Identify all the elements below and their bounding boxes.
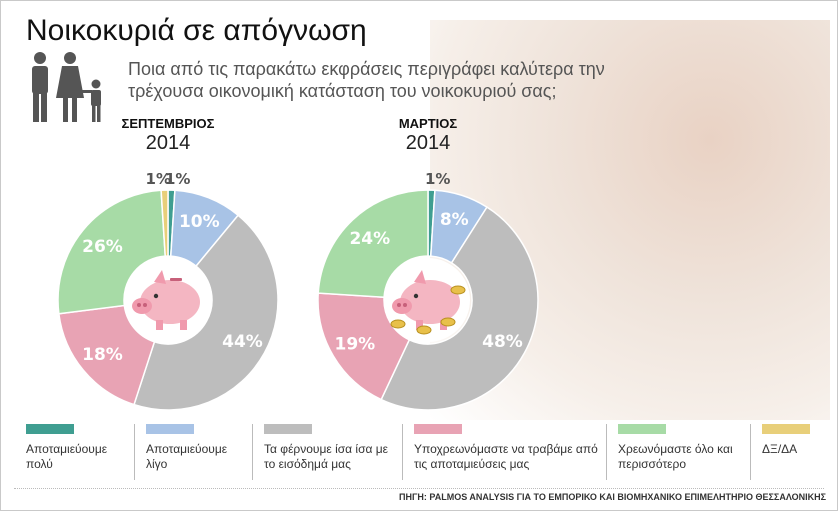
legend-swatch bbox=[264, 424, 312, 434]
pie-march: ΜΑΡΤΙΟΣ 2014 1% 8% 48% 19% 24% bbox=[308, 108, 548, 428]
donut-chart-september: 1% 10% 44% 18% 26% 1% bbox=[57, 170, 279, 411]
pie-month-label: ΜΑΡΤΙΟΣ bbox=[398, 116, 458, 131]
legend-swatch bbox=[414, 424, 462, 434]
slice-label: 44% bbox=[222, 332, 263, 352]
page-title: Νοικοκυριά σε απόγνωση bbox=[26, 14, 367, 47]
slice-label: 1% bbox=[425, 170, 450, 188]
legend-item: ΔΞ/ΔΑ bbox=[762, 418, 822, 457]
pie-month-label: ΣΕΠΤΕΜΒΡΙΟΣ bbox=[121, 116, 215, 131]
slice-label: 19% bbox=[334, 334, 375, 354]
pie-september: ΣΕΠΤΕΜΒΡΙΟΣ 2014 1% 10% 44% 18% 26% 1% bbox=[48, 108, 288, 428]
legend-swatch bbox=[618, 424, 666, 434]
slice-label: 1% bbox=[146, 170, 171, 188]
legend-swatch bbox=[762, 424, 810, 434]
legend-item: Τα φέρνουμε ίσα ίσα με το εισόδημά μας bbox=[264, 418, 394, 472]
pie-slice bbox=[57, 189, 167, 315]
pie-slice bbox=[380, 206, 539, 411]
legend-divider bbox=[750, 424, 751, 480]
source-note: ΠΗΓΗ: PALMOS ANALYSIS ΓΙΑ ΤΟ ΕΜΠΟΡΙΚΟ ΚΑ… bbox=[399, 492, 826, 502]
legend-item: Υποχρεωνόμαστε να τραβάμε από τις αποταμ… bbox=[414, 418, 604, 472]
legend-label: Χρεωνόμαστε όλο και περισσότερο bbox=[618, 442, 733, 471]
legend-label: Υποχρεωνόμαστε να τραβάμε από τις αποταμ… bbox=[414, 442, 598, 471]
family-icon bbox=[32, 52, 101, 122]
slice-label: 1% bbox=[165, 170, 190, 188]
legend-divider bbox=[134, 424, 135, 480]
pie-slice bbox=[317, 292, 411, 401]
pie-slice bbox=[317, 189, 429, 299]
legend-label: Τα φέρνουμε ίσα ίσα με το εισόδημά μας bbox=[264, 442, 389, 471]
pie-slice bbox=[133, 214, 279, 411]
pie-year-label: 2014 bbox=[405, 132, 451, 154]
pie-slice bbox=[58, 304, 156, 406]
donut-chart-march: 1% 8% 48% 19% 24% bbox=[317, 170, 539, 411]
legend: Αποταμιεύουμε πολύ Αποταμιεύουμε λίγο Τα… bbox=[14, 418, 824, 484]
slice-label: 24% bbox=[349, 229, 390, 249]
survey-question: Ποια από τις παρακάτω εκφράσεις περιγράφ… bbox=[128, 59, 605, 101]
legend-item: Αποταμιεύουμε λίγο bbox=[146, 418, 246, 472]
slice-label: 10% bbox=[179, 212, 220, 232]
legend-label: Αποταμιεύουμε πολύ bbox=[26, 442, 108, 471]
source-divider bbox=[14, 488, 824, 489]
pie-year-label: 2014 bbox=[145, 132, 191, 154]
legend-swatch bbox=[146, 424, 194, 434]
pie-slice bbox=[160, 189, 169, 257]
broken-piggy-bank-icon bbox=[390, 270, 466, 335]
legend-item: Αποταμιεύουμε πολύ bbox=[26, 418, 126, 472]
legend-divider bbox=[402, 424, 403, 480]
slice-label: 8% bbox=[440, 210, 469, 230]
slice-label: 26% bbox=[82, 237, 123, 257]
slice-label: 48% bbox=[482, 332, 523, 352]
piggy-bank-icon bbox=[132, 270, 200, 330]
legend-label: Αποταμιεύουμε λίγο bbox=[146, 442, 228, 471]
legend-label: ΔΞ/ΔΑ bbox=[762, 442, 798, 456]
slice-label: 18% bbox=[82, 345, 123, 365]
legend-divider bbox=[252, 424, 253, 480]
legend-divider bbox=[606, 424, 607, 480]
legend-item: Χρεωνόμαστε όλο και περισσότερο bbox=[618, 418, 748, 472]
legend-swatch bbox=[26, 424, 74, 434]
